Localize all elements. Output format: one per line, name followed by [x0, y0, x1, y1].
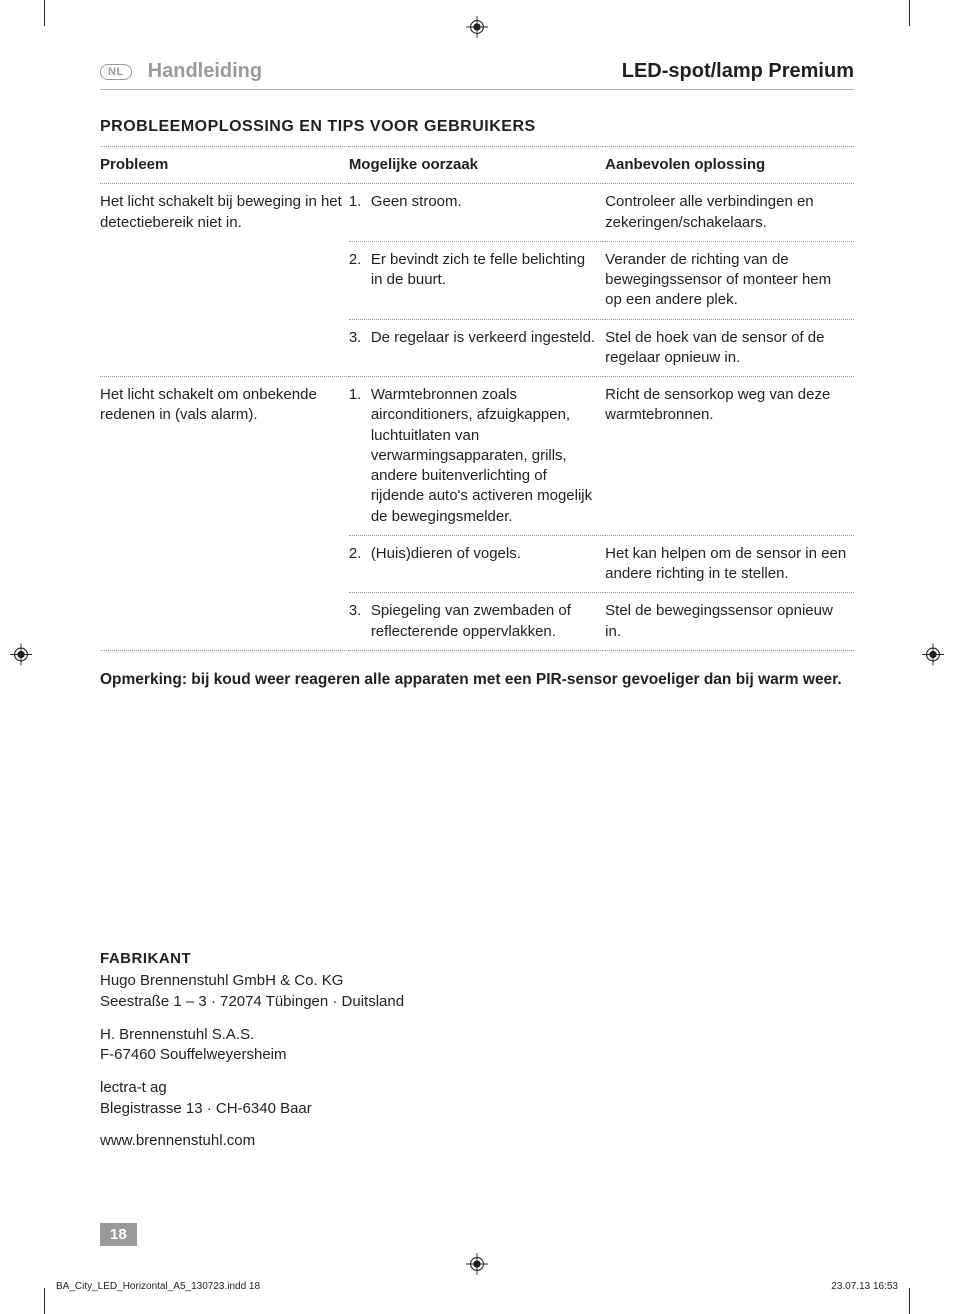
print-footer: BA_City_LED_Horizontal_A5_130723.indd 18…	[56, 1281, 898, 1292]
page-content: NL Handleiding LED-spot/lamp Premium PRO…	[100, 60, 854, 1254]
cause-cell: 3.Spiegeling van zwembaden of reflectere…	[349, 593, 605, 651]
cause-text: Warmtebronnen zoals airconditioners, afz…	[371, 385, 599, 527]
manufacturer-title: FABRIKANT	[100, 949, 404, 970]
cause-text: Er bevindt zich te felle belichting in d…	[371, 250, 599, 291]
cause-text: Geen stroom.	[371, 192, 599, 212]
footer-filename: BA_City_LED_Horizontal_A5_130723.indd 18	[56, 1281, 260, 1292]
problem-cell: Het licht schakelt bij beweging in het d…	[100, 184, 349, 377]
note-text: Opmerking: bij koud weer reageren alle a…	[100, 669, 854, 691]
crop-mark	[884, 0, 910, 26]
registration-mark-right	[922, 644, 944, 671]
solution-cell: Controleer alle verbindingen en zekering…	[605, 184, 854, 242]
cause-number: 3.	[349, 601, 371, 642]
manufacturer-line: lectra-t agBlegistrasse 13 · CH-6340 Baa…	[100, 1078, 404, 1119]
table-row: Het licht schakelt bij beweging in het d…	[100, 184, 854, 242]
header-right-title: LED-spot/lamp Premium	[622, 60, 854, 83]
section-title: PROBLEEMOPLOSSING EN TIPS VOOR GEBRUIKER…	[100, 118, 854, 136]
troubleshooting-table: Probleem Mogelijke oorzaak Aanbevolen op…	[100, 146, 854, 651]
manufacturer-line: www.brennenstuhl.com	[100, 1131, 404, 1152]
cause-number: 2.	[349, 544, 371, 564]
page-number-badge: 18	[100, 1223, 137, 1246]
cause-number: 2.	[349, 250, 371, 291]
cause-text: Spiegeling van zwembaden of reflecterend…	[371, 601, 599, 642]
crop-mark	[44, 0, 70, 26]
col-header-cause: Mogelijke oorzaak	[349, 147, 605, 184]
manufacturer-block: FABRIKANT Hugo Brennenstuhl GmbH & Co. K…	[100, 949, 404, 1165]
cause-cell: 2.(Huis)dieren of vogels.	[349, 535, 605, 593]
solution-cell: Stel de hoek van de sensor of de regelaa…	[605, 319, 854, 377]
cause-number: 1.	[349, 385, 371, 527]
footer-timestamp: 23.07.13 16:53	[831, 1281, 898, 1292]
manufacturer-line: Hugo Brennenstuhl GmbH & Co. KGSeestraße…	[100, 971, 404, 1012]
solution-cell: Stel de bewegingssensor opnieuw in.	[605, 593, 854, 651]
registration-mark-top	[466, 16, 488, 43]
cause-cell: 1.Geen stroom.	[349, 184, 605, 242]
solution-cell: Het kan helpen om de sensor in een ander…	[605, 535, 854, 593]
solution-cell: Verander de richting van de bewegingssen…	[605, 241, 854, 319]
cause-number: 3.	[349, 328, 371, 348]
solution-cell: Richt de sensorkop weg van deze warmtebr…	[605, 377, 854, 536]
header-left-title: Handleiding	[148, 60, 262, 83]
page-header: NL Handleiding LED-spot/lamp Premium	[100, 60, 854, 90]
col-header-problem: Probleem	[100, 147, 349, 184]
cause-cell: 1.Warmtebronnen zoals airconditioners, a…	[349, 377, 605, 536]
registration-mark-bottom	[466, 1253, 488, 1280]
cause-number: 1.	[349, 192, 371, 212]
table-header-row: Probleem Mogelijke oorzaak Aanbevolen op…	[100, 147, 854, 184]
registration-mark-left	[10, 644, 32, 671]
manufacturer-line: H. Brennenstuhl S.A.S.F-67460 Souffelwey…	[100, 1025, 404, 1066]
language-badge: NL	[100, 64, 132, 80]
cause-cell: 2.Er bevindt zich te felle belichting in…	[349, 241, 605, 319]
cause-text: De regelaar is verkeerd ingesteld.	[371, 328, 599, 348]
problem-cell: Het licht schakelt om onbekende redenen …	[100, 377, 349, 651]
table-row: Het licht schakelt om onbekende redenen …	[100, 377, 854, 536]
col-header-solution: Aanbevolen oplossing	[605, 147, 854, 184]
cause-text: (Huis)dieren of vogels.	[371, 544, 599, 564]
cause-cell: 3.De regelaar is verkeerd ingesteld.	[349, 319, 605, 377]
